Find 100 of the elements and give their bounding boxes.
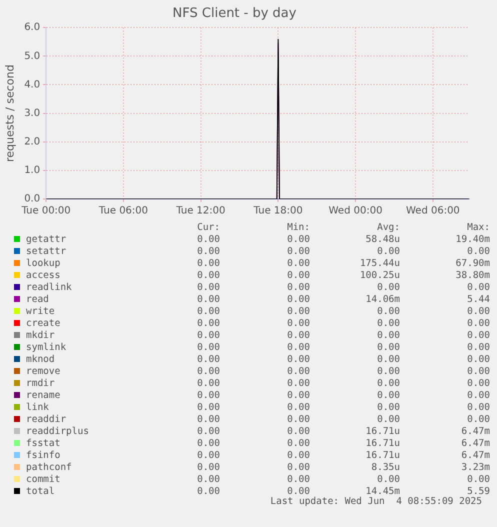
legend-label: readdir xyxy=(26,414,66,425)
chart-title: NFS Client - by day xyxy=(172,6,297,22)
y-axis-title: requests / second xyxy=(3,64,16,162)
text: 0.00 xyxy=(196,246,220,258)
legend-label: mkdir xyxy=(26,330,55,341)
y-tick-label: 4.0 xyxy=(24,79,40,90)
legend-label: commit xyxy=(26,474,60,485)
y-tick-label: 6.0 xyxy=(24,22,40,34)
text: 0.00 xyxy=(196,270,220,282)
x-tick-label: Tue 00:00 xyxy=(20,206,71,217)
text: Last update: Wed Jun 4 08:55:09 2025 xyxy=(270,496,482,507)
text: 0.00 xyxy=(286,234,310,246)
text: 0.00 xyxy=(286,378,310,390)
text: 0.00 xyxy=(286,438,310,450)
text: 0.00 xyxy=(466,414,490,426)
text: 0.00 xyxy=(286,294,310,306)
legend-label: setattr xyxy=(26,246,66,257)
text: 0.00 xyxy=(196,318,220,330)
text: 0.00 xyxy=(286,474,310,486)
text: Cur: xyxy=(196,222,220,234)
legend-label: fsinfo xyxy=(26,450,60,461)
text: 6.47m xyxy=(460,450,490,462)
text: 0.00 xyxy=(466,474,490,486)
x-tick-label: Wed 06:00 xyxy=(406,206,460,217)
legend-label: readlink xyxy=(26,282,72,293)
text: 100.25u xyxy=(358,270,400,282)
legend-label: rename xyxy=(26,390,60,401)
text: 0.00 xyxy=(286,414,310,426)
legend-label: pathconf xyxy=(26,462,72,473)
y-tick-label: 2.0 xyxy=(24,136,40,148)
text: 16.71u xyxy=(364,426,400,438)
text: 0.00 xyxy=(376,282,400,294)
legend-label: read xyxy=(26,294,49,305)
legend-label: access xyxy=(26,270,60,281)
text: 14.06m xyxy=(364,294,400,306)
text: 38.80m xyxy=(454,270,490,282)
legend-label: write xyxy=(26,306,55,317)
x-tick-label: Tue 18:00 xyxy=(252,206,303,217)
text: 19.40m xyxy=(454,234,490,246)
text: 0.00 xyxy=(196,378,220,390)
text: 0.00 xyxy=(466,282,490,294)
text: 14.45m xyxy=(364,486,400,497)
legend-label: create xyxy=(26,318,60,329)
text: 0.00 xyxy=(376,378,400,390)
text: 0.00 xyxy=(376,246,400,258)
text: 0.00 xyxy=(466,402,490,414)
y-tick-label: 3.0 xyxy=(24,108,40,119)
text: 0.00 xyxy=(196,486,220,498)
text: 0.00 xyxy=(286,486,310,497)
text: 0.00 xyxy=(196,258,220,270)
text: Min: xyxy=(286,222,310,234)
text: 0.00 xyxy=(466,246,490,258)
text: 0.00 xyxy=(466,390,490,402)
y-tick-label: 5.0 xyxy=(24,50,40,62)
text: 0.00 xyxy=(286,282,310,294)
text: 0.00 xyxy=(376,390,400,402)
legend-label: remove xyxy=(26,366,60,377)
text: 0.00 xyxy=(286,402,310,414)
legend-label: symlink xyxy=(26,342,66,353)
text: 0.00 xyxy=(286,330,310,342)
x-tick-label: Tue 06:00 xyxy=(98,206,148,217)
text: 0.00 xyxy=(376,354,400,366)
text: 0.00 xyxy=(466,306,490,318)
text: 0.00 xyxy=(286,390,310,402)
text: 0.00 xyxy=(466,378,490,390)
text: 0.00 xyxy=(376,402,400,414)
text: 0.00 xyxy=(376,306,400,318)
text: 0.00 xyxy=(196,306,220,318)
text: 0.00 xyxy=(466,366,490,378)
text: Avg: xyxy=(376,222,400,234)
text: 8.35u xyxy=(370,462,400,474)
text: 0.00 xyxy=(286,246,310,258)
text: 0.00 xyxy=(376,342,400,354)
text: 0.00 xyxy=(466,318,490,330)
legend-label: rmdir xyxy=(26,378,55,389)
y-tick-label: 0.0 xyxy=(24,194,40,205)
text: 0.00 xyxy=(286,270,310,282)
text: 0.00 xyxy=(286,306,310,318)
text: 0.00 xyxy=(286,462,310,474)
text: 0.00 xyxy=(196,294,220,306)
text: 0.00 xyxy=(376,366,400,378)
text: 0.00 xyxy=(466,342,490,354)
text: 0.00 xyxy=(376,474,400,486)
text: 0.00 xyxy=(196,426,220,438)
legend-label: total xyxy=(26,486,55,497)
text: 6.47m xyxy=(460,438,490,450)
text: 16.71u xyxy=(364,450,400,462)
text: 0.00 xyxy=(286,258,310,270)
text: 0.00 xyxy=(376,330,400,342)
text: 0.00 xyxy=(196,438,220,450)
text: 0.00 xyxy=(286,426,310,438)
text: 0.00 xyxy=(466,354,490,366)
text: 0.00 xyxy=(196,450,220,462)
legend-label: lookup xyxy=(26,258,60,269)
text: 67.90m xyxy=(454,258,490,270)
text: 0.00 xyxy=(286,354,310,366)
x-tick-label: Wed 00:00 xyxy=(328,206,382,217)
text: 5.59 xyxy=(466,486,490,497)
text: 0.00 xyxy=(286,318,310,330)
text: 0.00 xyxy=(196,402,220,414)
